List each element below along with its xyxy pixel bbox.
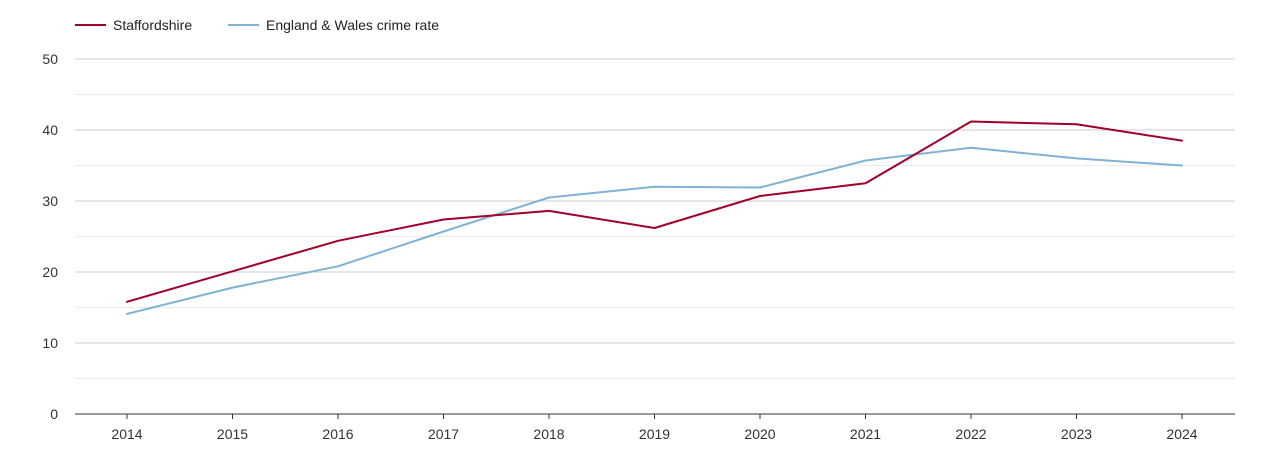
- x-tick-label: 2022: [955, 426, 986, 442]
- legend-item-staffordshire[interactable]: Staffordshire: [75, 17, 192, 33]
- x-tick-label: 2015: [217, 426, 248, 442]
- y-tick-label: 50: [42, 51, 58, 67]
- series-lines: [126, 120, 1183, 315]
- x-tick-label: 2014: [111, 426, 142, 442]
- axes: 0 10 20 30 40 50 2014 2015 2016 2017 2018 2019 2020 2…: [42, 51, 1235, 442]
- series-line-england-wales-crime-rate[interactable]: [126, 146, 1183, 315]
- y-tick-label: 0: [50, 406, 58, 422]
- y-tick-label: 40: [42, 122, 58, 138]
- legend-item-england-wales[interactable]: England & Wales crime rate: [228, 17, 439, 33]
- series-line-staffordshire[interactable]: [126, 120, 1183, 303]
- grid-lines: [75, 58, 1235, 379]
- x-tick-label: 2024: [1166, 426, 1197, 442]
- x-tick-label: 2023: [1061, 426, 1092, 442]
- legend-label-england-wales: England & Wales crime rate: [266, 17, 439, 33]
- x-tick-label: 2016: [322, 426, 353, 442]
- x-tick-label: 2021: [850, 426, 881, 442]
- x-tick-label: 2017: [428, 426, 459, 442]
- y-tick-label: 10: [42, 335, 58, 351]
- y-tick-label: 20: [42, 264, 58, 280]
- x-tick-label: 2019: [639, 426, 670, 442]
- x-tick-label: 2018: [533, 426, 564, 442]
- x-tick-label: 2020: [744, 426, 775, 442]
- legend: Staffordshire England & Wales crime rate: [75, 17, 439, 33]
- y-tick-label: 30: [42, 193, 58, 209]
- legend-label-staffordshire: Staffordshire: [113, 17, 192, 33]
